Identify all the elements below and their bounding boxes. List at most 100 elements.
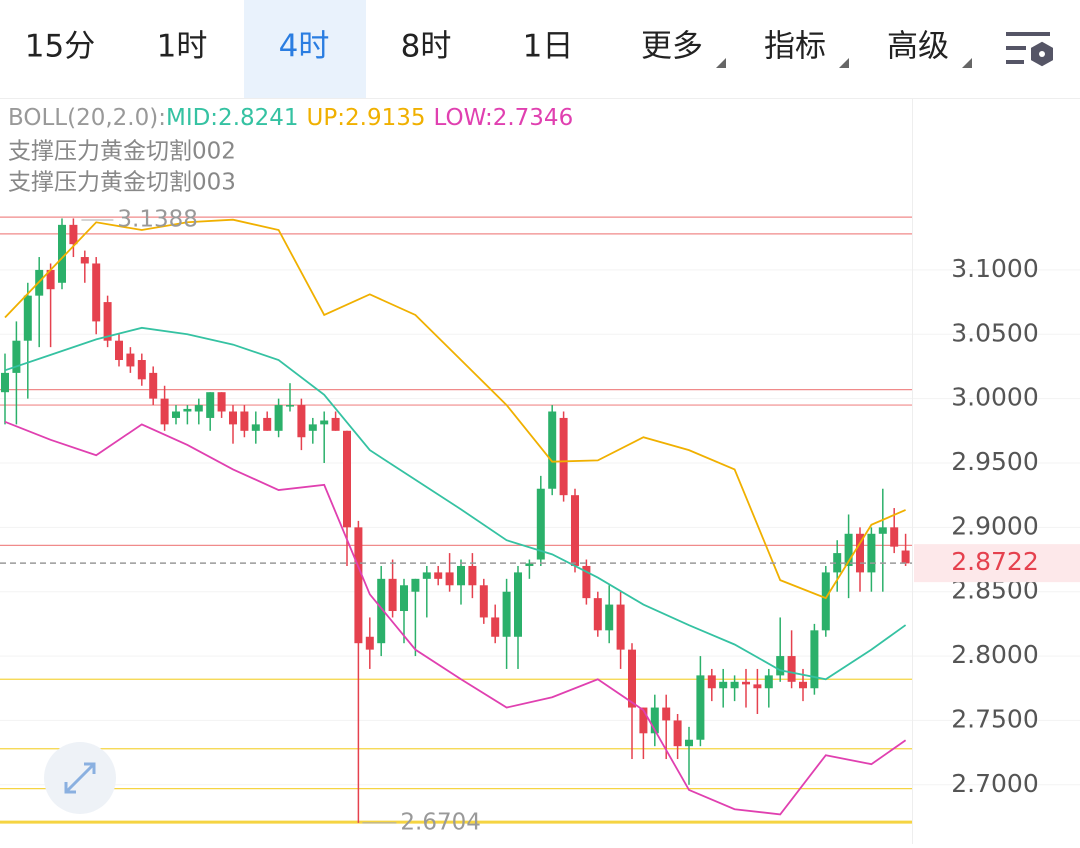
candle-body <box>240 411 249 431</box>
candle-body <box>890 527 899 547</box>
candle-body <box>206 392 215 418</box>
candle-body <box>650 707 659 734</box>
candle-body <box>457 565 465 586</box>
min-label: 2.6704 <box>400 809 480 835</box>
candle-body <box>742 681 750 685</box>
candle-body <box>707 675 716 689</box>
candle-body <box>331 417 340 431</box>
tab[interactable]: 8时 <box>401 29 452 65</box>
boll-line <box>4 420 907 816</box>
candle-body <box>445 572 454 586</box>
boll-legend: BOLL(20,2.0):MID:2.8241 UP:2.9135 LOW:2.73… <box>8 105 573 131</box>
active-tab-bg <box>244 0 366 98</box>
candle-body <box>263 417 272 431</box>
candle-body <box>286 405 294 407</box>
candle-body <box>354 527 363 644</box>
tab[interactable]: 15分 <box>25 29 95 65</box>
candle-body <box>251 424 260 431</box>
candle-body <box>137 360 146 380</box>
y-tick-label: 2.8000 <box>951 640 1038 669</box>
candle-body <box>274 405 283 431</box>
candle-body <box>297 405 306 438</box>
candle-body <box>468 565 477 586</box>
candle-body <box>400 585 408 612</box>
candle-body <box>149 372 158 399</box>
candle-body <box>183 408 192 412</box>
candle-body <box>605 604 614 631</box>
candle-body <box>80 257 89 264</box>
candle-body <box>616 604 625 650</box>
candle-body <box>730 681 739 689</box>
candle-body <box>514 572 522 637</box>
boll-label: BOLL(20,2.0): <box>8 105 166 131</box>
candle-body <box>69 224 78 245</box>
tab[interactable]: 高级 <box>887 29 949 65</box>
candle-body <box>776 656 785 676</box>
tab[interactable]: 指标 <box>764 29 826 65</box>
candle-body <box>46 269 55 290</box>
y-tick-label: 2.9500 <box>951 447 1038 476</box>
candle-body <box>58 224 66 283</box>
candle-body <box>23 295 32 341</box>
candle-body <box>115 340 123 361</box>
candle-body <box>536 488 545 560</box>
candle-body <box>343 430 351 528</box>
candle-body <box>194 405 203 412</box>
candle-body <box>696 675 705 740</box>
y-tick-label: 2.7000 <box>951 769 1038 798</box>
chart <box>0 216 1080 824</box>
legend-mid: MID:2.8241 <box>166 105 299 131</box>
candle-body <box>434 572 443 579</box>
candle-body <box>479 585 488 618</box>
candle-body <box>639 707 648 734</box>
candle-body <box>411 578 420 592</box>
candle-body <box>172 411 180 418</box>
current-price-box <box>914 544 1080 583</box>
y-tick-label: 3.0500 <box>951 318 1038 347</box>
tab[interactable]: 1日 <box>523 29 574 65</box>
candle-body <box>662 707 671 721</box>
candle-body <box>365 636 374 650</box>
candle-body <box>764 675 773 689</box>
candle-body <box>160 398 169 425</box>
y-tick-label: 3.0000 <box>951 383 1038 412</box>
expand-button[interactable] <box>44 742 116 814</box>
tab[interactable]: 1时 <box>157 29 208 65</box>
candle-body <box>308 424 317 431</box>
candle-body <box>388 578 397 612</box>
y-tick-label: 3.1000 <box>951 254 1038 283</box>
candle-body <box>844 533 853 566</box>
candle-body <box>12 340 21 373</box>
tab[interactable]: 4时 <box>279 29 330 65</box>
candle-body <box>799 681 807 689</box>
tab[interactable]: 更多 <box>641 29 703 65</box>
candle-body <box>685 739 693 747</box>
candle-body <box>901 550 910 564</box>
settings-icon[interactable] <box>1006 32 1053 67</box>
candle-body <box>525 563 534 566</box>
candle-body <box>628 649 636 708</box>
boll-line <box>4 218 906 600</box>
candle-body <box>673 720 682 747</box>
boll-line <box>4 326 907 681</box>
candle-body <box>217 392 226 412</box>
candle-body <box>833 553 842 573</box>
candle-body <box>878 527 887 534</box>
candle-body <box>753 684 762 689</box>
y-tick-label: 2.9000 <box>951 511 1038 540</box>
legend-up: UP:2.9135 <box>307 105 426 131</box>
candle-body <box>422 572 431 579</box>
legend-low: LOW:2.7346 <box>433 105 573 131</box>
candle-body <box>229 411 237 425</box>
candle-body <box>867 533 876 573</box>
candle-body <box>320 420 329 425</box>
candle-body <box>856 533 864 573</box>
candle-body <box>719 681 728 689</box>
candle-body <box>582 565 591 599</box>
candle-body <box>548 411 557 489</box>
candle-body <box>787 656 796 682</box>
candle-body <box>103 302 112 341</box>
candle-body <box>571 495 579 566</box>
candle-body <box>559 417 568 496</box>
